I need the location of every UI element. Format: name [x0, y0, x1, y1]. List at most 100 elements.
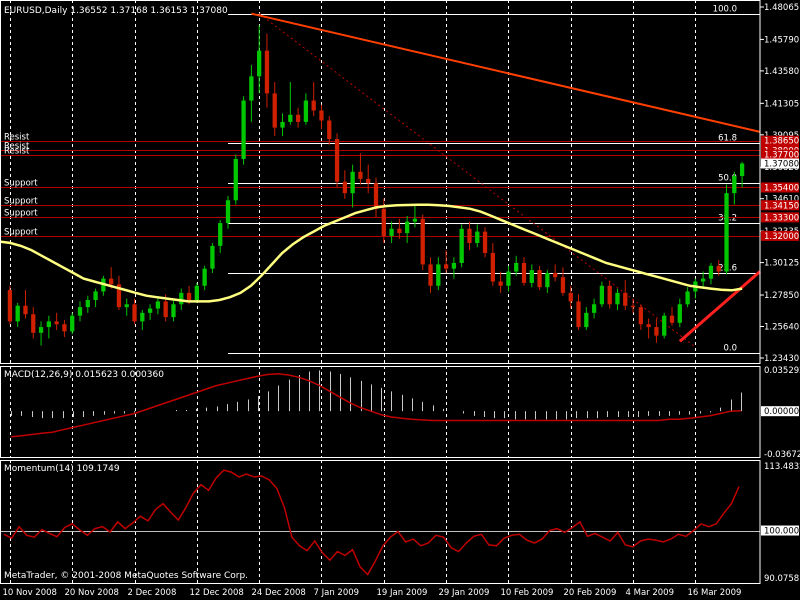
candle-body[interactable] — [591, 304, 597, 313]
candle-body[interactable] — [568, 292, 573, 302]
candle-body[interactable] — [54, 321, 59, 325]
candle-body[interactable] — [638, 307, 643, 325]
candle-body[interactable] — [397, 228, 402, 234]
candle-body[interactable] — [701, 278, 706, 282]
candle-body[interactable] — [436, 264, 441, 286]
candle-body[interactable] — [334, 139, 340, 182]
candle-body[interactable] — [295, 114, 301, 122]
candle-body[interactable] — [443, 264, 449, 269]
candle-body[interactable] — [116, 284, 122, 308]
candle-body[interactable] — [358, 171, 363, 179]
moving-average-line[interactable] — [0, 203, 743, 303]
candle-body[interactable] — [303, 100, 309, 122]
candle-body[interactable] — [576, 301, 581, 328]
candle-body[interactable] — [428, 264, 433, 286]
candle-body[interactable] — [62, 324, 67, 332]
support-trendline[interactable] — [678, 270, 761, 343]
candle-body[interactable] — [147, 308, 153, 313]
candle-body[interactable] — [202, 268, 207, 286]
candle-body[interactable] — [350, 171, 355, 194]
candle-body[interactable] — [233, 158, 238, 201]
candle-body[interactable] — [288, 114, 293, 122]
candle-body[interactable] — [70, 315, 75, 332]
candle-body[interactable] — [257, 50, 262, 77]
candle-body[interactable] — [366, 178, 371, 184]
candle-body[interactable] — [514, 262, 519, 272]
candle-body[interactable] — [482, 231, 488, 253]
macd-signal-line[interactable] — [11, 373, 741, 438]
candle-body[interactable] — [93, 291, 98, 301]
candle-body[interactable] — [412, 218, 418, 222]
candle-body[interactable] — [623, 292, 628, 306]
candle-body[interactable] — [708, 265, 714, 279]
candle-body[interactable] — [7, 290, 13, 322]
candle-body[interactable] — [630, 305, 636, 308]
candle-body[interactable] — [218, 223, 223, 246]
candle-body[interactable] — [490, 252, 495, 282]
candle-body[interactable] — [140, 312, 145, 322]
candle-body[interactable] — [716, 265, 721, 272]
candle-body[interactable] — [467, 228, 472, 244]
macd-panel[interactable] — [10, 366, 742, 458]
candle-body[interactable] — [405, 221, 410, 234]
candle-body[interactable] — [15, 305, 20, 322]
candle-body[interactable] — [560, 277, 566, 293]
candle-body[interactable] — [498, 281, 503, 286]
candle-body[interactable] — [31, 314, 36, 333]
candle-body[interactable] — [662, 315, 667, 336]
candle-body[interactable] — [109, 278, 114, 285]
candle-body[interactable] — [155, 301, 161, 309]
candle-body[interactable] — [210, 245, 215, 269]
candle-body[interactable] — [451, 262, 457, 269]
candle-body[interactable] — [163, 301, 168, 318]
candle-body[interactable] — [46, 321, 51, 328]
candle-body[interactable] — [389, 228, 394, 236]
candle-body[interactable] — [194, 285, 199, 301]
candle-body[interactable] — [264, 50, 270, 94]
candle-body[interactable] — [327, 120, 332, 140]
candle-body[interactable] — [311, 100, 316, 111]
candle-body[interactable] — [615, 292, 620, 305]
candle-body[interactable] — [677, 304, 682, 323]
resistance-trendline[interactable] — [251, 12, 761, 133]
candle-body[interactable] — [179, 292, 184, 305]
candle-body[interactable] — [584, 312, 589, 328]
candle-body[interactable] — [654, 327, 659, 336]
candle-body[interactable] — [77, 307, 83, 316]
candle-body[interactable] — [38, 327, 44, 333]
candle-body[interactable] — [553, 272, 558, 278]
candle-body[interactable] — [124, 304, 129, 308]
candle-body[interactable] — [186, 292, 192, 301]
candle-body[interactable] — [521, 262, 527, 283]
candle-body[interactable] — [529, 270, 534, 283]
candle-body[interactable] — [724, 193, 729, 272]
candle-body[interactable] — [171, 304, 176, 318]
candle-body[interactable] — [342, 181, 347, 194]
candle-body[interactable] — [545, 272, 550, 288]
candle-body[interactable] — [225, 200, 231, 224]
candle-body[interactable] — [475, 231, 480, 244]
candle-body[interactable] — [739, 163, 745, 177]
candle-body[interactable] — [646, 324, 651, 328]
candle-body[interactable] — [373, 183, 379, 209]
candle-body[interactable] — [599, 285, 605, 305]
candle-body[interactable] — [459, 228, 464, 263]
candle-body[interactable] — [685, 291, 690, 305]
candle-body[interactable] — [537, 270, 542, 288]
candle-body[interactable] — [506, 271, 511, 286]
candle-body[interactable] — [85, 300, 90, 308]
candle-body[interactable] — [272, 93, 277, 128]
candle-body[interactable] — [732, 176, 737, 194]
candle-body[interactable] — [607, 285, 612, 305]
candle-body[interactable] — [420, 218, 425, 265]
momentum-line[interactable] — [3, 469, 740, 576]
momentum-panel[interactable] — [0, 460, 760, 584]
candle-body[interactable] — [249, 76, 254, 101]
candle-body[interactable] — [669, 315, 675, 323]
candle-body[interactable] — [132, 304, 137, 322]
candle-body[interactable] — [280, 121, 285, 128]
candle-body[interactable] — [241, 100, 246, 159]
candle-body[interactable] — [381, 208, 386, 236]
candle-body[interactable] — [23, 305, 28, 315]
